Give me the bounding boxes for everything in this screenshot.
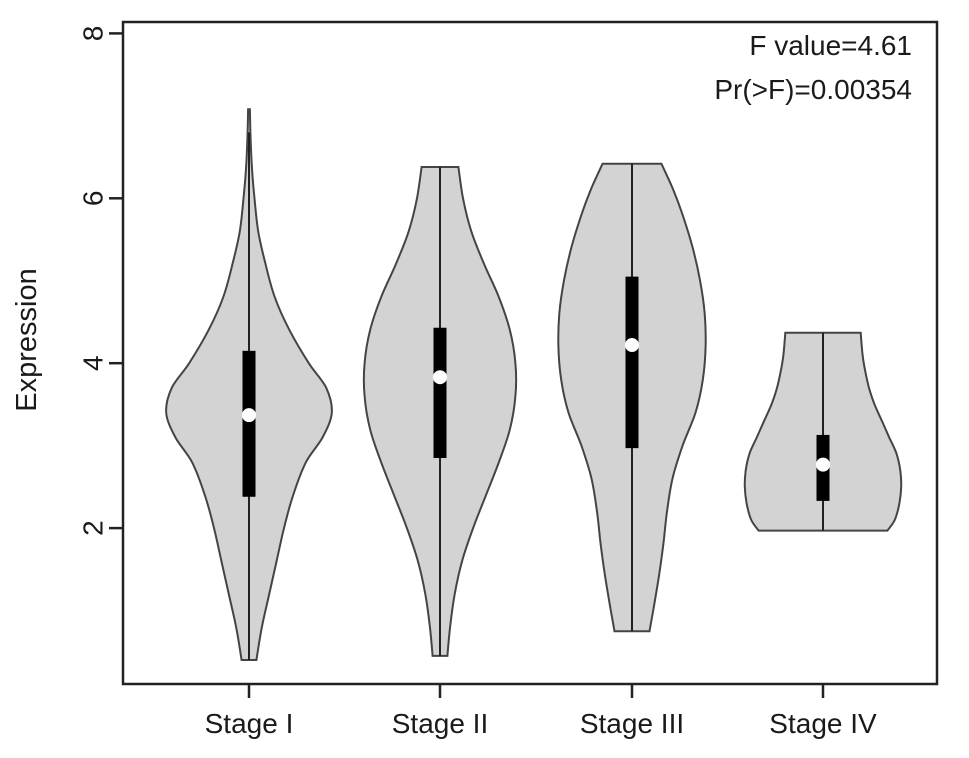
- y-tick-label-6: 6: [78, 191, 109, 207]
- p-value-annotation: Pr(>F)=0.00354: [714, 74, 912, 105]
- stage-3-iqr-box: [625, 276, 639, 449]
- stage-2-iqr-box: [433, 327, 447, 459]
- y-tick-label-4: 4: [78, 355, 109, 371]
- x-tick-label-3: Stage III: [580, 708, 684, 739]
- x-tick-label-4: Stage IV: [769, 708, 877, 739]
- x-tick-label-2: Stage II: [392, 708, 489, 739]
- f-value-annotation: F value=4.61: [749, 30, 912, 61]
- axes-layer: 2 4 6 8 Stage I Stage II Stage III Stage IV: [78, 26, 878, 739]
- stage-3-median-dot: [625, 338, 639, 353]
- stage-1-iqr-box: [242, 350, 256, 497]
- stage-2-median-dot: [433, 370, 447, 385]
- violins-layer: [165, 108, 903, 661]
- y-tick-label-2: 2: [78, 520, 109, 536]
- x-tick-label-1: Stage I: [205, 708, 294, 739]
- y-axis-title: Expression: [11, 268, 43, 411]
- stage-4-median-dot: [816, 457, 830, 472]
- plot-frame: [121, 20, 939, 686]
- stage-1-median-dot: [242, 408, 256, 423]
- y-tick-label-8: 8: [78, 26, 109, 42]
